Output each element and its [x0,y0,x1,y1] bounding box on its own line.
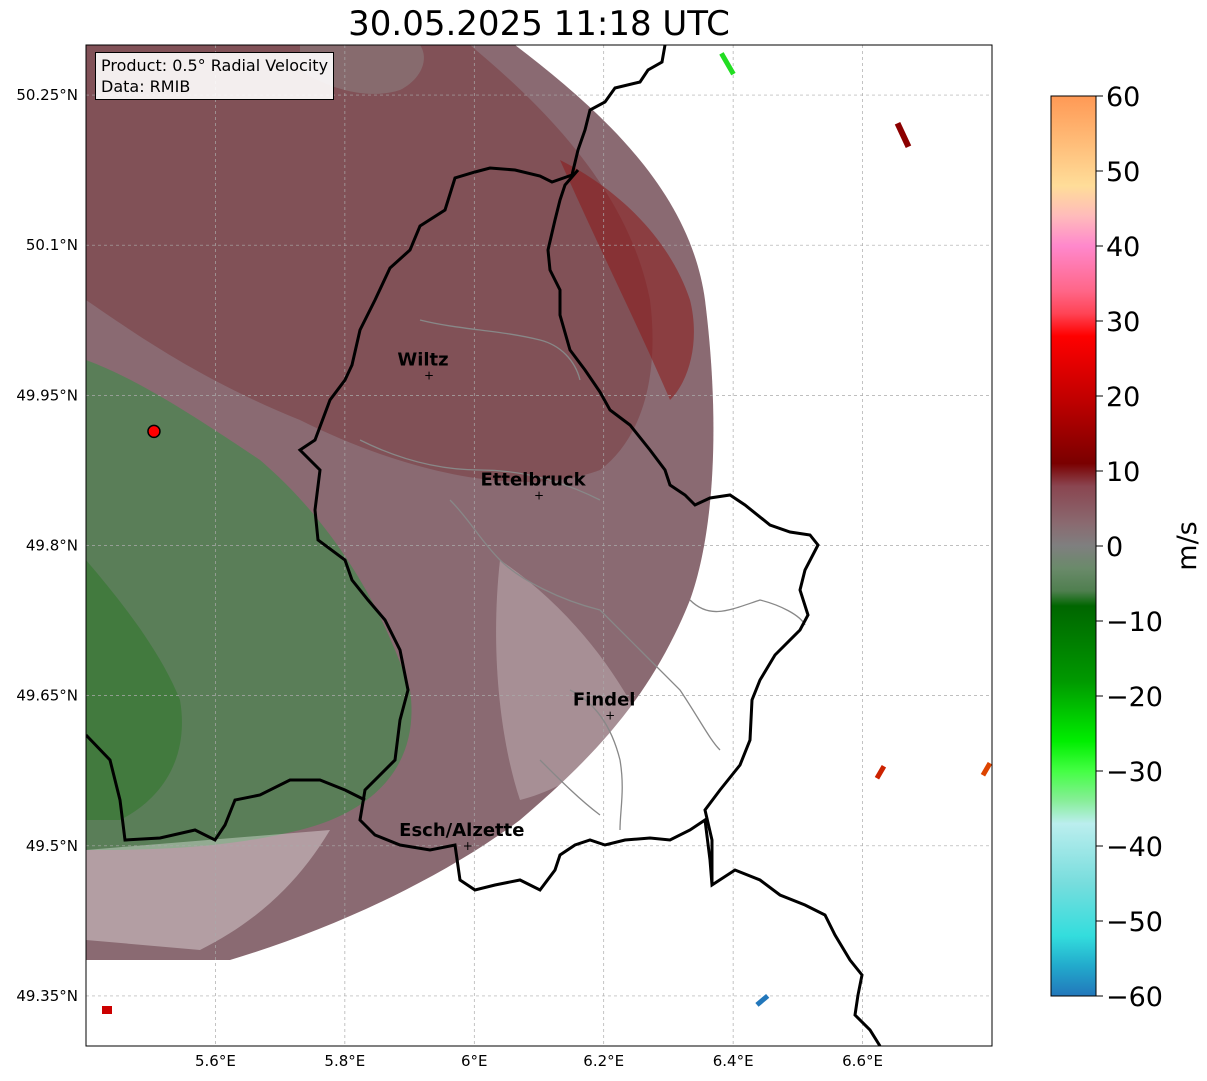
colorbar-tick-label: 60 [1106,82,1140,113]
map-plot-area: +Wiltz+Ettelbruck+Findel+Esch/Alzette [86,45,992,1046]
colorbar-tick-label: 20 [1106,382,1140,413]
data-source: Data: RMIB [101,77,191,96]
colorbar-tick-label: 30 [1106,307,1140,338]
city-marker: + [534,488,544,502]
map-frame [85,44,993,1047]
lat-tick-label: 49.95°N [16,386,78,404]
colorbar-tick-label: −20 [1106,682,1163,713]
colorbar-tick-label: −30 [1106,757,1163,788]
city-labels: +Wiltz+Ettelbruck+Findel+Esch/Alzette [397,349,635,852]
city-label: Wiltz [397,349,448,370]
colorbar-tick-label: −40 [1106,832,1163,863]
lon-tick-label: 6°E [461,1052,488,1070]
map-axis-ticks: 5.6°E 5.8°E 6°E 6.2°E 6.4°E 6.6°E 50.25°N 50.1°… [16,86,883,1070]
colorbar-unit-label: m/s [1172,521,1203,570]
lon-tick-label: 5.8°E [324,1052,365,1070]
lat-tick-label: 49.8°N [26,537,78,555]
colorbar-tick-label: 0 [1106,532,1123,563]
colorbar-tick-label: −10 [1106,607,1163,638]
colorbar-tick-label: 50 [1106,157,1140,188]
city-marker: + [605,709,615,723]
lat-tick-label: 50.25°N [16,86,78,104]
city-label: Esch/Alzette [399,820,524,841]
canton-borders [359,319,806,831]
colorbar: 60 50 40 30 20 10 0 −10 −20 −30 −40 −50 −60 m/s [1050,82,1203,1013]
lat-tick-label: 49.35°N [16,987,78,1005]
lon-tick-label: 5.6°E [195,1052,236,1070]
radar-site-marker [147,424,161,439]
product-info-box: Product: 0.5° Radial Velocity Data: RMIB [95,52,335,100]
lat-tick-label: 49.65°N [16,687,78,705]
lat-tick-label: 49.5°N [26,837,78,855]
radar-echo-field [86,45,714,960]
colorbar-tick-label: −50 [1106,907,1163,938]
lon-tick-label: 6.4°E [713,1052,754,1070]
lon-tick-label: 6.6°E [842,1052,883,1070]
colorbar-tick-label: −60 [1106,982,1163,1013]
city-marker: + [463,839,473,853]
product-name: Product: 0.5° Radial Velocity [101,56,329,75]
east-border [546,169,820,885]
isolated-echoes [102,52,992,1014]
colorbar-ticks: 60 50 40 30 20 10 0 −10 −20 −30 −40 −50 −60 [1096,82,1163,1013]
city-label: Findel [573,690,636,711]
lat-tick-label: 50.1°N [26,236,78,254]
map-title: 30.05.2025 11:18 UTC [348,4,730,44]
city-marker: + [424,368,434,382]
south-border [86,733,366,842]
colorbar-tick-label: 10 [1106,457,1140,488]
lon-tick-label: 6.2°E [583,1052,624,1070]
city-label: Ettelbruck [480,469,586,490]
colorbar-tick-label: 40 [1106,232,1140,263]
colorbar-bar [1050,95,1097,997]
